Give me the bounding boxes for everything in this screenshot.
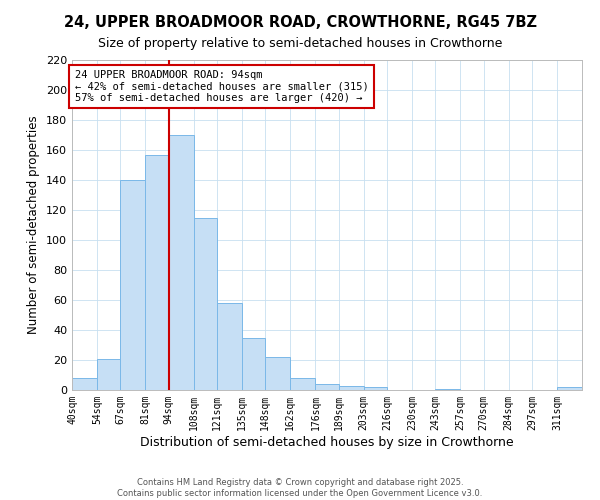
Bar bbox=[265, 357, 290, 390]
Bar bbox=[242, 338, 265, 390]
X-axis label: Distribution of semi-detached houses by size in Crowthorne: Distribution of semi-detached houses by … bbox=[140, 436, 514, 448]
Bar bbox=[557, 387, 582, 390]
Bar bbox=[145, 154, 169, 390]
Bar bbox=[316, 384, 338, 390]
Bar bbox=[338, 386, 364, 390]
Y-axis label: Number of semi-detached properties: Number of semi-detached properties bbox=[28, 116, 40, 334]
Bar bbox=[72, 378, 97, 390]
Text: Contains HM Land Registry data © Crown copyright and database right 2025.
Contai: Contains HM Land Registry data © Crown c… bbox=[118, 478, 482, 498]
Bar bbox=[364, 387, 387, 390]
Bar bbox=[217, 303, 242, 390]
Bar bbox=[121, 180, 145, 390]
Bar bbox=[435, 388, 460, 390]
Bar bbox=[169, 135, 194, 390]
Bar bbox=[290, 378, 316, 390]
Bar bbox=[97, 358, 121, 390]
Text: 24 UPPER BROADMOOR ROAD: 94sqm
← 42% of semi-detached houses are smaller (315)
5: 24 UPPER BROADMOOR ROAD: 94sqm ← 42% of … bbox=[74, 70, 368, 103]
Text: 24, UPPER BROADMOOR ROAD, CROWTHORNE, RG45 7BZ: 24, UPPER BROADMOOR ROAD, CROWTHORNE, RG… bbox=[64, 15, 536, 30]
Bar bbox=[194, 218, 217, 390]
Text: Size of property relative to semi-detached houses in Crowthorne: Size of property relative to semi-detach… bbox=[98, 38, 502, 51]
